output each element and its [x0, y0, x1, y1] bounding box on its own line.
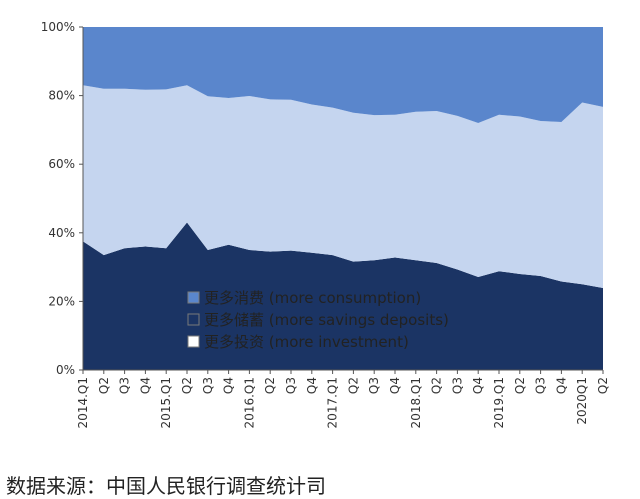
x-tick-labels: 2014.Q1 Q2 Q3 Q4 2015.Q1 Q2 Q3 Q4 2016.Q1 Q2 Q3 Q4 2…	[76, 370, 610, 428]
x-tick-label: Q4	[388, 377, 402, 394]
x-tick-label: Q2	[346, 377, 360, 394]
y-tick-label: 60%	[48, 157, 75, 171]
area-series-1	[83, 85, 603, 289]
x-tick-label: Q2	[513, 377, 527, 394]
x-tick-label: Q2	[97, 377, 111, 394]
legend: 更多消费 (more consumption) 更多储蓄 (more saving…	[187, 289, 449, 351]
x-tick-label: Q4	[138, 377, 152, 394]
x-tick-label: Q4	[471, 377, 485, 394]
area-series-0	[83, 222, 603, 370]
x-tick-label: Q3	[367, 377, 381, 394]
stacked-area-chart: 0% 20% 40% 60% 80% 100% 2014.Q1 Q2 Q3 Q4 2015.Q1 Q…	[41, 20, 610, 428]
x-tick-label: 2017.Q1	[326, 377, 340, 428]
area-series-2	[83, 27, 603, 124]
legend-label: 更多储蓄 (more savings deposits)	[204, 311, 449, 329]
legend-label: 更多投资 (more investment)	[204, 333, 409, 351]
x-tick-label: 2015.Q1	[159, 377, 173, 428]
y-tick-label: 0%	[56, 363, 75, 377]
x-tick-label: 2014.Q1	[76, 377, 90, 428]
legend-swatch	[187, 335, 200, 348]
y-tick-label: 80%	[48, 89, 75, 103]
x-tick-label: Q2	[180, 377, 194, 394]
y-tick-labels: 0% 20% 40% 60% 80% 100%	[41, 20, 83, 377]
area-layers	[83, 27, 603, 370]
x-tick-label: Q2	[263, 377, 277, 394]
x-tick-label: 2018.Q1	[409, 377, 423, 428]
x-tick-label: Q3	[118, 377, 132, 394]
x-tick-label: Q4	[222, 377, 236, 394]
y-tick-label: 100%	[41, 20, 75, 34]
x-tick-label: Q3	[534, 377, 548, 394]
y-tick-label: 20%	[48, 294, 75, 308]
legend-swatch	[187, 291, 200, 304]
y-tick-label: 40%	[48, 226, 75, 240]
x-tick-label: Q4	[554, 377, 568, 394]
x-tick-label: Q3	[201, 377, 215, 394]
source-note: 数据来源：中国人民银行调查统计司	[6, 474, 326, 498]
x-tick-label: Q2	[430, 377, 444, 394]
x-tick-label: 2019.Q1	[492, 377, 506, 428]
x-tick-label: 2016.Q1	[242, 377, 256, 428]
x-tick-label: Q3	[284, 377, 298, 394]
x-tick-label: 2020Q1	[575, 377, 589, 425]
legend-swatch	[187, 313, 200, 326]
x-tick-label: Q2	[596, 377, 610, 394]
axes	[82, 27, 603, 371]
x-tick-label: Q4	[305, 377, 319, 394]
x-tick-label: Q3	[450, 377, 464, 394]
legend-label: 更多消费 (more consumption)	[204, 289, 421, 307]
